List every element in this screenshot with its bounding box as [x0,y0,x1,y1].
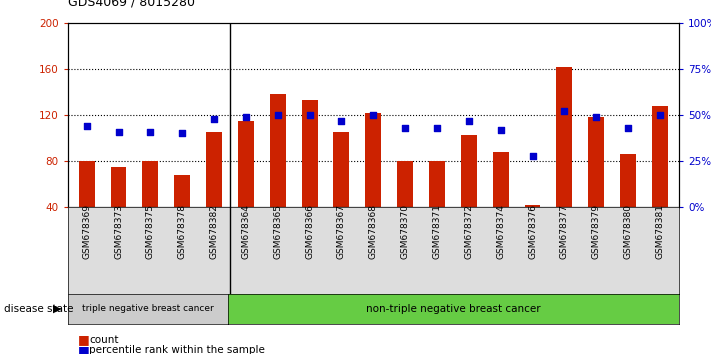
Text: ■: ■ [78,344,90,354]
Point [144,129,156,135]
Bar [557,67,572,253]
Bar [206,132,222,253]
Point [208,116,220,121]
Point [495,127,506,133]
Point [559,109,570,114]
Point [527,153,538,158]
Point [336,118,347,124]
Bar [301,100,318,253]
Point [240,114,252,120]
Text: non-triple negative breast cancer: non-triple negative breast cancer [366,304,541,314]
Bar [429,161,445,253]
Point [368,112,379,118]
Bar [333,132,349,253]
Text: ■: ■ [78,333,90,346]
Point [81,123,92,129]
Point [176,131,188,136]
Point [654,112,665,118]
Point [463,118,474,124]
Bar [652,106,668,253]
Bar [269,95,286,253]
Point [591,114,602,120]
Text: ▶: ▶ [53,304,61,314]
Point [113,129,124,135]
Text: percentile rank within the sample: percentile rank within the sample [89,346,264,354]
Text: GDS4069 / 8015280: GDS4069 / 8015280 [68,0,195,9]
Bar [525,205,540,253]
Text: count: count [89,335,118,345]
Bar [365,113,381,253]
Bar [588,118,604,253]
Bar [174,175,190,253]
Bar [79,161,95,253]
Text: disease state: disease state [4,304,73,314]
Text: triple negative breast cancer: triple negative breast cancer [82,304,214,313]
Bar [110,167,127,253]
Bar [493,152,508,253]
Bar [238,121,254,253]
Point [272,112,284,118]
Bar [620,154,636,253]
Point [432,125,443,131]
Point [400,125,411,131]
Bar [461,135,477,253]
Bar [142,161,159,253]
Bar [397,161,413,253]
Point [304,112,315,118]
Point [622,125,634,131]
